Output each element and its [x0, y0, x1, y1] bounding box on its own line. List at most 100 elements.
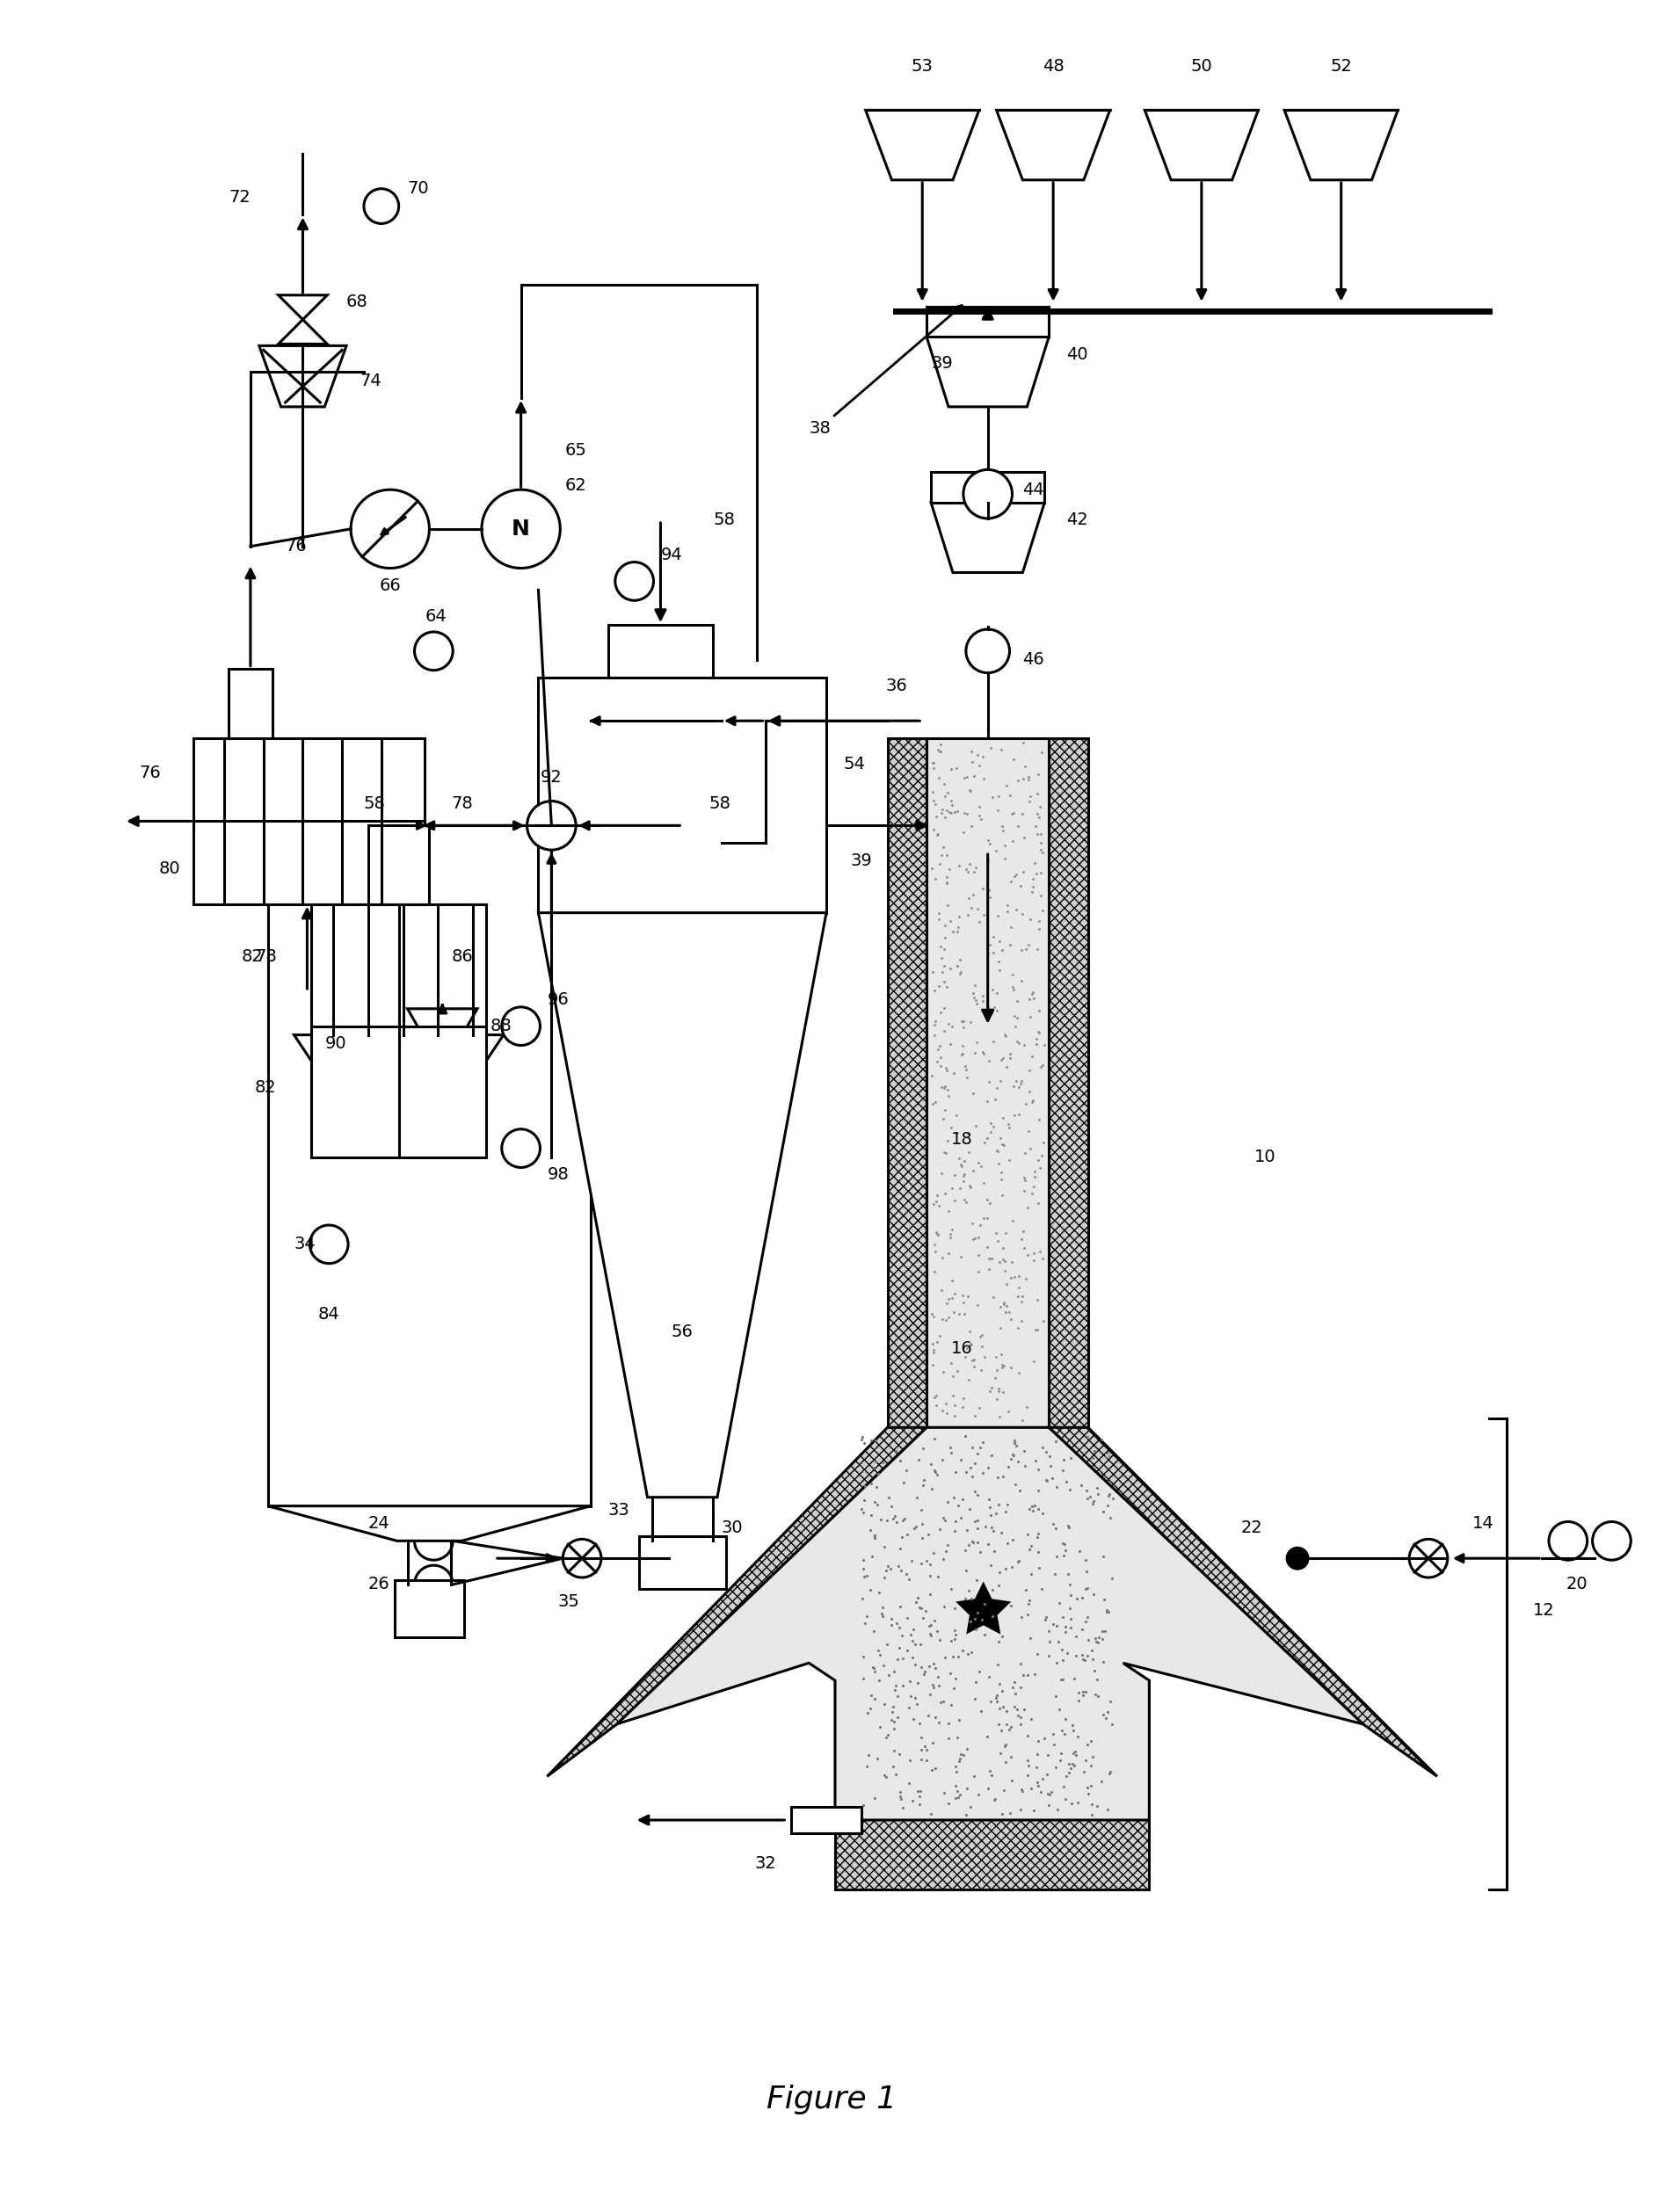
Text: 16: 16: [950, 1340, 972, 1358]
Bar: [932, 471, 1045, 502]
Polygon shape: [408, 1009, 478, 1071]
Bar: [639, 1537, 726, 1588]
Text: 38: 38: [809, 305, 962, 436]
Text: 48: 48: [1042, 58, 1063, 75]
Polygon shape: [927, 336, 1048, 407]
Text: 12: 12: [1533, 1601, 1554, 1619]
Text: 40: 40: [1067, 345, 1088, 363]
Text: 68: 68: [346, 294, 368, 310]
Text: 24: 24: [368, 1515, 389, 1531]
Polygon shape: [865, 111, 978, 179]
Circle shape: [1592, 1522, 1631, 1559]
Text: 50: 50: [1191, 58, 1213, 75]
Text: 70: 70: [408, 181, 429, 197]
Polygon shape: [278, 294, 328, 319]
Bar: [311, 1026, 486, 1157]
Text: 64: 64: [424, 608, 446, 624]
Polygon shape: [887, 739, 927, 1427]
Circle shape: [965, 628, 1010, 672]
Text: 90: 90: [324, 1035, 346, 1053]
Circle shape: [310, 1225, 348, 1263]
Polygon shape: [835, 1681, 1150, 1889]
Bar: [311, 905, 486, 1035]
Polygon shape: [547, 1427, 927, 1776]
Text: 82: 82: [255, 1079, 276, 1095]
Circle shape: [481, 489, 561, 568]
Text: 82: 82: [241, 949, 263, 964]
Text: 34: 34: [295, 1237, 316, 1252]
Text: 86: 86: [451, 949, 473, 964]
Text: 62: 62: [564, 478, 586, 493]
Text: 26: 26: [368, 1577, 389, 1593]
Circle shape: [364, 188, 399, 223]
Text: 92: 92: [541, 770, 562, 785]
Polygon shape: [958, 1584, 1008, 1632]
Text: 10: 10: [1255, 1148, 1276, 1166]
Polygon shape: [268, 1506, 591, 1542]
Text: 46: 46: [1023, 650, 1045, 668]
Text: 58: 58: [364, 796, 386, 812]
Circle shape: [659, 1548, 679, 1568]
Polygon shape: [1048, 739, 1088, 1427]
Bar: [792, 1807, 862, 1834]
Circle shape: [414, 1522, 453, 1559]
Text: 72: 72: [228, 188, 250, 206]
Text: 39: 39: [932, 354, 953, 372]
Circle shape: [562, 1540, 601, 1577]
Circle shape: [414, 1566, 453, 1604]
Text: 39: 39: [850, 852, 872, 869]
Text: 98: 98: [547, 1166, 569, 1183]
Text: 54: 54: [844, 757, 865, 772]
Text: 44: 44: [1023, 482, 1045, 498]
Text: 36: 36: [885, 677, 907, 695]
Text: 35: 35: [557, 1593, 579, 1610]
Text: 30: 30: [722, 1520, 744, 1535]
Circle shape: [1409, 1540, 1448, 1577]
Circle shape: [1549, 1522, 1587, 1559]
Bar: [607, 624, 712, 677]
Text: 76: 76: [285, 538, 308, 555]
Polygon shape: [260, 345, 346, 407]
Text: 78: 78: [451, 796, 473, 812]
Text: N: N: [513, 518, 531, 540]
Circle shape: [963, 469, 1012, 518]
Circle shape: [414, 633, 453, 670]
Text: 78: 78: [255, 949, 276, 964]
Text: 74: 74: [359, 372, 381, 389]
Polygon shape: [1285, 111, 1398, 179]
Bar: [193, 739, 424, 905]
Polygon shape: [997, 111, 1110, 179]
Polygon shape: [617, 1427, 1363, 1820]
Polygon shape: [932, 502, 1045, 573]
Circle shape: [503, 1006, 541, 1046]
Text: 58: 58: [712, 511, 735, 529]
Text: 33: 33: [607, 1502, 631, 1520]
Text: 66: 66: [379, 577, 401, 595]
Text: 22: 22: [1241, 1520, 1263, 1535]
Polygon shape: [539, 914, 827, 1498]
Polygon shape: [1048, 1427, 1438, 1776]
Bar: [368, 825, 429, 905]
Text: 96: 96: [547, 991, 569, 1009]
Text: 58: 58: [709, 796, 730, 812]
Bar: [394, 1579, 464, 1637]
Text: 14: 14: [1473, 1515, 1494, 1531]
Text: 20: 20: [1566, 1577, 1587, 1593]
Text: 53: 53: [912, 58, 934, 75]
Text: 42: 42: [1067, 511, 1088, 529]
Text: 80: 80: [160, 860, 181, 878]
Circle shape: [527, 801, 576, 849]
Text: 65: 65: [564, 442, 586, 458]
Text: Figure 1: Figure 1: [767, 2084, 897, 2115]
Bar: [927, 307, 1048, 336]
Text: 52: 52: [1330, 58, 1353, 75]
Polygon shape: [278, 319, 328, 345]
Circle shape: [1286, 1548, 1308, 1568]
Polygon shape: [295, 1035, 504, 1088]
Text: 94: 94: [661, 546, 682, 564]
Bar: [268, 825, 591, 1506]
Circle shape: [503, 1128, 541, 1168]
Circle shape: [351, 489, 429, 568]
Text: 88: 88: [491, 1018, 513, 1035]
Text: 84: 84: [318, 1305, 339, 1323]
